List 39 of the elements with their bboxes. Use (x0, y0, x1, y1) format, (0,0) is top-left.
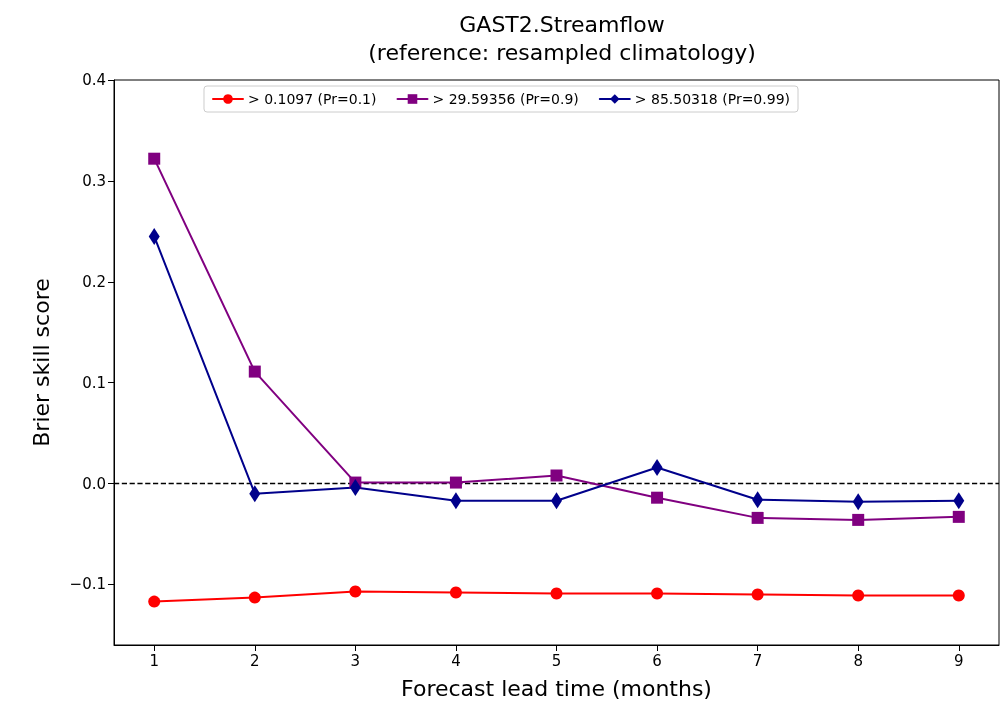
point (751, 511, 764, 524)
point (349, 585, 362, 598)
x-tick-label: 1 (149, 651, 159, 670)
x-tick-label: 7 (752, 651, 763, 670)
x-tick-label: 3 (350, 651, 361, 670)
point (449, 586, 462, 599)
legend-label: > 0.1097 (Pr=0.1) (248, 91, 377, 107)
legend-label: > 29.59356 (Pr=0.9) (432, 91, 579, 107)
chart-subtitle: (reference: resampled climatology) (368, 39, 756, 65)
x-tick-label: 9 (954, 651, 964, 670)
y-tick-label: 0.0 (82, 474, 106, 493)
point (952, 589, 965, 602)
point (148, 152, 161, 165)
point (550, 587, 563, 600)
point (751, 588, 764, 601)
x-axis-title: Forecast lead time (months) (401, 675, 712, 701)
point (952, 510, 965, 523)
point (852, 589, 865, 602)
point (248, 365, 261, 378)
y-tick-label: −0.1 (69, 575, 106, 594)
y-tick-label: 0.2 (82, 272, 106, 291)
point (449, 476, 462, 489)
point (852, 513, 865, 526)
x-tick-label: 8 (853, 651, 863, 670)
y-tick-label: 0.3 (82, 171, 106, 190)
point (550, 469, 563, 482)
legend-label: > 85.50318 (Pr=0.99) (634, 91, 791, 107)
point (148, 595, 161, 608)
point (248, 591, 261, 604)
point (651, 491, 664, 504)
x-tick-label: 4 (451, 651, 461, 670)
x-tick-label: 2 (250, 651, 260, 670)
point (651, 587, 664, 600)
x-tick-label: 5 (551, 651, 562, 670)
y-axis-title: Brier skill score (28, 278, 54, 447)
x-tick-label: 6 (652, 651, 662, 670)
y-tick-label: 0.1 (82, 373, 106, 392)
chart-title: GAST2.Streamflow (459, 11, 665, 37)
y-tick-label: 0.4 (82, 71, 106, 89)
